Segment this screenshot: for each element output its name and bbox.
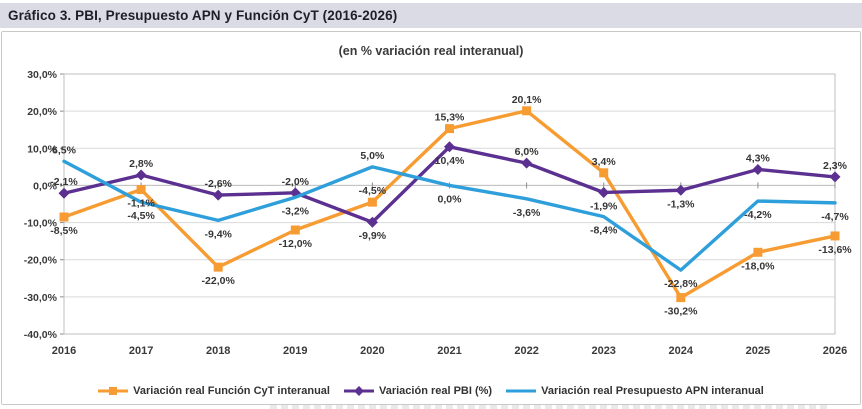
diamond-marker [212, 189, 224, 201]
legend-label-2: Variación real Presupuesto APN interanua… [541, 385, 764, 397]
diamond-marker [752, 163, 764, 175]
data-label: 4,3% [746, 152, 771, 164]
data-label: -22,0% [202, 275, 236, 287]
y-axis-label: -10,0% [24, 218, 58, 230]
data-label: -2,6% [204, 178, 232, 190]
data-label: -2,1% [50, 176, 78, 188]
square-marker [445, 124, 454, 134]
chart-legend: Variación real Función CyT interanual Var… [2, 382, 860, 400]
diamond-marker [829, 171, 841, 183]
legend-line-swatch-icon [506, 389, 537, 393]
y-axis-label: 30,0% [27, 69, 57, 81]
data-label: -3,6% [513, 207, 541, 219]
chart-area: (en % variación real interanual) 30,0% 20… [1, 31, 861, 405]
data-label: -12,0% [279, 238, 313, 250]
legend-item-0: Variación real Función CyT interanual [98, 385, 330, 397]
legend-diamond-marker [354, 386, 364, 396]
x-axis-label: 2021 [437, 345, 461, 357]
data-label: -8,4% [590, 225, 618, 237]
square-marker [599, 168, 609, 178]
legend-square-swatch-icon [98, 387, 129, 395]
data-label: -8,5% [50, 225, 78, 237]
data-label: -22,8% [664, 278, 698, 290]
data-label: 20,1% [512, 94, 542, 106]
chart-subtitle: (en % variación real interanual) [338, 44, 524, 58]
diamond-marker [444, 141, 455, 153]
y-axis-label: 10,0% [27, 143, 57, 155]
x-axis-label: 2017 [129, 345, 153, 357]
data-label: -2,0% [282, 176, 310, 188]
chart-title: Gráfico 3. PBI, Presupuesto APN y Funció… [8, 8, 398, 23]
square-marker [830, 231, 840, 241]
data-label: -4,2% [744, 209, 772, 221]
square-marker [290, 225, 300, 235]
diamond-marker [521, 157, 533, 169]
data-label: 3,4% [592, 156, 617, 168]
data-label: -4,5% [127, 210, 155, 222]
data-label: -3,2% [282, 205, 310, 217]
legend-item-2: Variación real Presupuesto APN interanua… [506, 385, 764, 397]
data-label: -18,0% [741, 260, 775, 272]
data-label: -30,2% [664, 306, 698, 318]
square-marker [367, 197, 377, 207]
data-label: -4,7% [821, 211, 849, 223]
legend-item-1: Variación real PBI (%) [344, 385, 492, 397]
data-label: -9,9% [359, 230, 387, 242]
legend-label-1: Variación real PBI (%) [379, 385, 493, 397]
data-label: -4,5% [359, 185, 387, 197]
cropped-content-remnant [270, 405, 830, 409]
x-axis-label: 2019 [283, 345, 307, 357]
legend-diamond-swatch-icon [344, 386, 374, 396]
x-axis-label: 2018 [206, 345, 230, 357]
x-axis-label: 2022 [514, 345, 538, 357]
diamond-marker [598, 186, 610, 198]
square-marker [136, 185, 146, 195]
square-marker [522, 106, 532, 116]
x-axis-label: 2024 [669, 345, 694, 357]
square-marker [753, 247, 763, 257]
line-chart: 30,0% 20,0% 10,0% 0,0% -10,0% -20,0% -30,0% -40… [24, 69, 853, 357]
data-label: -13,6% [818, 244, 852, 256]
x-axis-label: 2020 [360, 345, 384, 357]
data-label: 15,3% [435, 112, 465, 124]
y-axis-label: 0,0% [33, 180, 58, 192]
data-label: -1,3% [667, 198, 695, 210]
data-label: 2,8% [129, 158, 154, 170]
x-axis-label: 2025 [746, 345, 770, 357]
data-label: 2,3% [823, 160, 848, 172]
data-label: 0,0% [438, 193, 463, 205]
legend-label-0: Variación real Función CyT interanual [133, 385, 330, 397]
series-line-2 [62, 159, 837, 272]
data-label: -9,4% [204, 228, 232, 240]
y-axis-label: -40,0% [24, 329, 58, 341]
y-axis-label: -20,0% [24, 255, 58, 267]
chart-title-bar: Gráfico 3. PBI, Presupuesto APN y Funció… [0, 3, 862, 28]
x-axis-label: 2016 [52, 345, 76, 357]
data-label: -1,9% [590, 200, 618, 212]
square-marker [676, 293, 686, 303]
data-label: 6,5% [52, 144, 77, 156]
diamond-marker [366, 216, 378, 228]
square-marker [213, 262, 223, 272]
data-label: 5,0% [360, 150, 385, 162]
y-axis-label: -30,0% [24, 292, 58, 304]
data-label: 6,0% [515, 146, 540, 158]
diamond-marker [135, 169, 147, 181]
diamond-marker [58, 187, 70, 199]
data-label: -1,1% [127, 198, 155, 210]
x-axis-label: 2023 [591, 345, 615, 357]
diamond-marker [675, 184, 687, 196]
data-label: 10,4% [435, 155, 465, 167]
x-axis-label: 2026 [823, 345, 847, 357]
square-marker [59, 212, 69, 222]
legend-square-marker [109, 387, 118, 395]
y-axis-label: 20,0% [27, 106, 57, 118]
